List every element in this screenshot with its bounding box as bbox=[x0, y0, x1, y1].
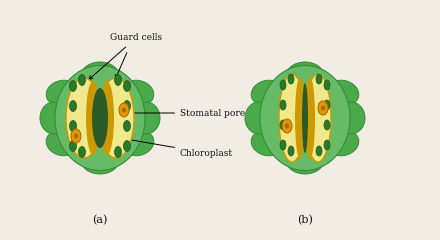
Ellipse shape bbox=[305, 74, 331, 162]
Ellipse shape bbox=[260, 66, 350, 170]
Ellipse shape bbox=[316, 74, 322, 84]
Text: Stomatal pore: Stomatal pore bbox=[110, 108, 245, 118]
Ellipse shape bbox=[70, 80, 77, 91]
Ellipse shape bbox=[288, 74, 294, 84]
Ellipse shape bbox=[286, 62, 324, 90]
Ellipse shape bbox=[245, 102, 273, 134]
Ellipse shape bbox=[81, 62, 119, 90]
Ellipse shape bbox=[321, 106, 325, 110]
Ellipse shape bbox=[124, 80, 131, 91]
Text: (a): (a) bbox=[92, 215, 108, 225]
Ellipse shape bbox=[55, 66, 145, 170]
Ellipse shape bbox=[302, 83, 308, 153]
Ellipse shape bbox=[92, 88, 108, 148]
Ellipse shape bbox=[251, 130, 283, 156]
Ellipse shape bbox=[316, 146, 322, 156]
Ellipse shape bbox=[324, 80, 330, 90]
Ellipse shape bbox=[46, 80, 78, 106]
Ellipse shape bbox=[295, 77, 305, 159]
Text: Guard cells: Guard cells bbox=[89, 34, 162, 79]
Ellipse shape bbox=[327, 80, 359, 106]
Ellipse shape bbox=[86, 81, 100, 155]
Ellipse shape bbox=[81, 146, 119, 174]
Ellipse shape bbox=[100, 81, 114, 155]
Ellipse shape bbox=[285, 124, 289, 128]
Ellipse shape bbox=[46, 130, 78, 156]
Text: Chloroplast: Chloroplast bbox=[124, 138, 233, 157]
Ellipse shape bbox=[132, 102, 160, 134]
Ellipse shape bbox=[122, 80, 154, 106]
Ellipse shape bbox=[124, 101, 131, 112]
Ellipse shape bbox=[122, 108, 126, 113]
Ellipse shape bbox=[40, 102, 68, 134]
Ellipse shape bbox=[70, 140, 77, 151]
Ellipse shape bbox=[124, 140, 131, 151]
Ellipse shape bbox=[337, 102, 365, 134]
Ellipse shape bbox=[122, 130, 154, 156]
Ellipse shape bbox=[305, 77, 315, 159]
Ellipse shape bbox=[327, 130, 359, 156]
Ellipse shape bbox=[124, 120, 131, 132]
Ellipse shape bbox=[288, 146, 294, 156]
Ellipse shape bbox=[70, 101, 77, 112]
Ellipse shape bbox=[324, 120, 330, 130]
Ellipse shape bbox=[324, 100, 330, 110]
Ellipse shape bbox=[280, 80, 286, 90]
Ellipse shape bbox=[280, 140, 286, 150]
Ellipse shape bbox=[280, 120, 286, 130]
Ellipse shape bbox=[74, 133, 78, 138]
Ellipse shape bbox=[324, 140, 330, 150]
Ellipse shape bbox=[286, 146, 324, 174]
Ellipse shape bbox=[66, 78, 102, 158]
Text: (b): (b) bbox=[297, 215, 313, 225]
Ellipse shape bbox=[114, 74, 121, 85]
Ellipse shape bbox=[78, 146, 85, 157]
Ellipse shape bbox=[78, 74, 85, 85]
Ellipse shape bbox=[251, 80, 283, 106]
Ellipse shape bbox=[71, 129, 81, 143]
Ellipse shape bbox=[114, 146, 121, 157]
Ellipse shape bbox=[98, 78, 134, 158]
Ellipse shape bbox=[282, 119, 292, 133]
Ellipse shape bbox=[280, 100, 286, 110]
Ellipse shape bbox=[279, 74, 305, 162]
Ellipse shape bbox=[318, 101, 328, 115]
Ellipse shape bbox=[70, 120, 77, 132]
Ellipse shape bbox=[119, 103, 129, 117]
